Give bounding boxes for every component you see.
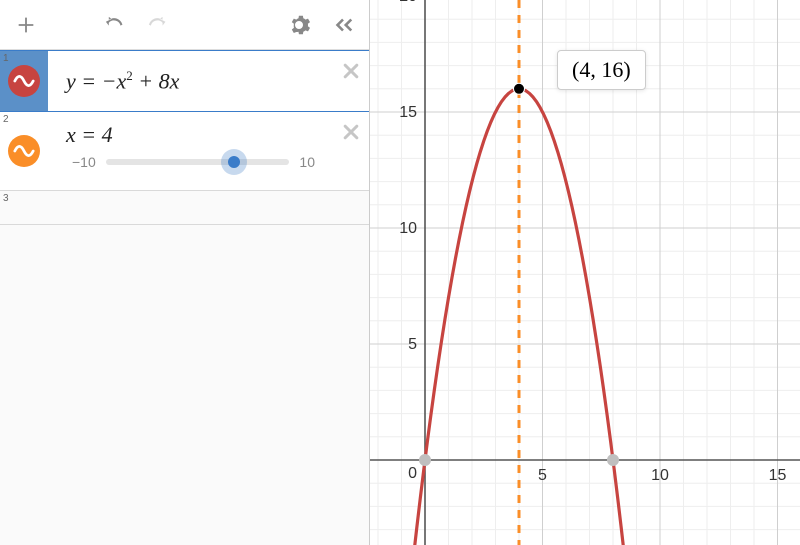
expression-index: 3 bbox=[3, 193, 9, 204]
gear-icon bbox=[287, 13, 311, 37]
expression-equation: y = −x2 + 8x bbox=[66, 68, 321, 94]
svg-text:10: 10 bbox=[651, 467, 669, 484]
graph-area[interactable]: 5 10 15 20 5 10 15 0 (4, 16) bbox=[370, 0, 800, 545]
slider-max-label: 10 bbox=[299, 154, 315, 170]
redo-button[interactable] bbox=[138, 5, 178, 45]
expression-row[interactable]: 1 y = −x2 + 8x bbox=[0, 50, 369, 112]
color-chip-icon bbox=[8, 65, 40, 97]
svg-text:5: 5 bbox=[408, 336, 417, 353]
settings-button[interactable] bbox=[279, 5, 319, 45]
slider-min-label: −10 bbox=[72, 154, 96, 170]
expression-row[interactable]: 2 x = 4 −10 10 bbox=[0, 112, 369, 191]
color-chip-icon bbox=[8, 135, 40, 167]
plus-icon bbox=[15, 14, 37, 36]
undo-button[interactable] bbox=[94, 5, 134, 45]
expression-index: 1 bbox=[3, 53, 9, 64]
collapse-panel-button[interactable] bbox=[323, 5, 363, 45]
redo-icon bbox=[145, 12, 171, 38]
expression-list: 1 y = −x2 + 8x 2 x = 4 −10 10 3 bbox=[0, 50, 369, 545]
svg-text:15: 15 bbox=[399, 104, 417, 121]
expression-body[interactable]: y = −x2 + 8x bbox=[48, 51, 333, 111]
slider[interactable]: −10 10 bbox=[66, 148, 321, 180]
slider-track[interactable] bbox=[106, 159, 290, 165]
expression-row[interactable]: 3 bbox=[0, 191, 369, 225]
svg-text:5: 5 bbox=[538, 467, 547, 484]
close-icon bbox=[341, 122, 361, 142]
chevron-double-left-icon bbox=[332, 14, 354, 36]
expression-index: 2 bbox=[3, 114, 9, 125]
slider-thumb[interactable] bbox=[228, 156, 240, 168]
expression-panel: 1 y = −x2 + 8x 2 x = 4 −10 10 3 bbox=[0, 0, 370, 545]
close-icon bbox=[341, 61, 361, 81]
delete-expression-button[interactable] bbox=[333, 112, 369, 190]
svg-text:20: 20 bbox=[399, 0, 417, 5]
toolbar bbox=[0, 0, 369, 50]
svg-text:10: 10 bbox=[399, 220, 417, 237]
expression-body[interactable]: x = 4 −10 10 bbox=[48, 112, 333, 190]
svg-text:15: 15 bbox=[769, 467, 787, 484]
expression-equation: x = 4 bbox=[66, 122, 321, 148]
add-expression-button[interactable] bbox=[6, 5, 46, 45]
delete-expression-button[interactable] bbox=[333, 51, 369, 111]
svg-text:0: 0 bbox=[408, 465, 417, 482]
undo-icon bbox=[101, 12, 127, 38]
point-label: (4, 16) bbox=[557, 50, 646, 90]
